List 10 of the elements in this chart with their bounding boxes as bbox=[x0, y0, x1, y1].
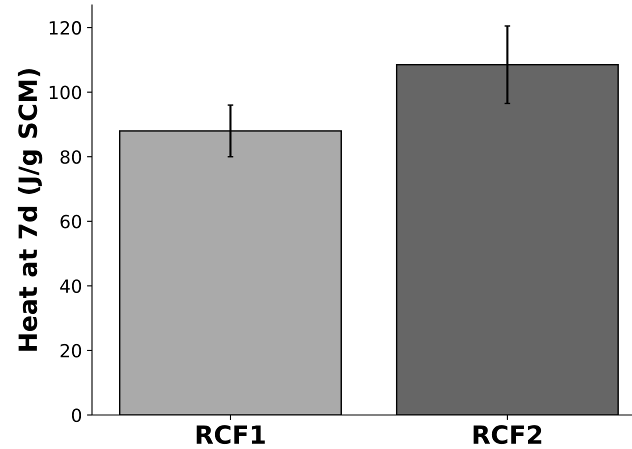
y-tick-label: 40 bbox=[60, 279, 82, 293]
x-tick-label: RCF2 bbox=[474, 425, 542, 444]
y-tick-label: 60 bbox=[60, 214, 82, 228]
y-tick-label: 20 bbox=[60, 344, 82, 358]
y-tick-label: 100 bbox=[50, 86, 82, 100]
y-tick-label: 80 bbox=[60, 150, 82, 164]
y-tick-label: 0 bbox=[72, 408, 82, 422]
y-axis-title: Heat at 7d (J/g SCM) bbox=[18, 69, 42, 351]
y-tick-label: 120 bbox=[50, 21, 82, 35]
x-tick-label: RCF1 bbox=[196, 425, 265, 444]
